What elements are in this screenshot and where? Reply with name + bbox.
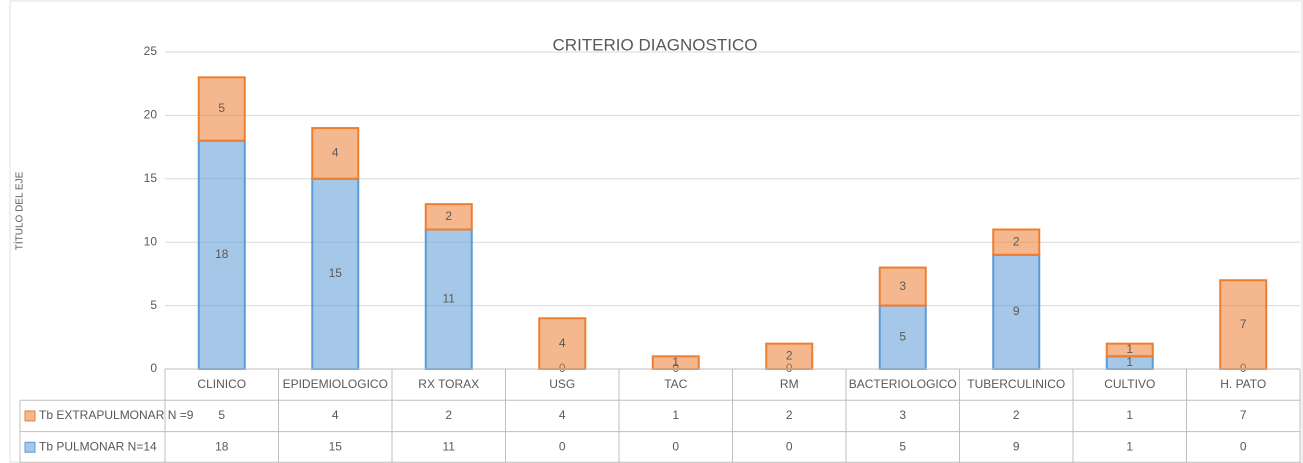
data-label: 15 (329, 266, 343, 280)
table-value: 2 (786, 408, 793, 422)
y-tick-label: 25 (144, 44, 158, 58)
bar-segment (1105, 342, 1154, 358)
data-label: 4 (332, 146, 339, 160)
table-value: 15 (329, 439, 343, 453)
table-value: 18 (215, 439, 229, 453)
bar-segment (197, 76, 246, 142)
legend-swatch (24, 441, 36, 453)
data-label: 1 (1126, 342, 1133, 356)
table-value: 2 (445, 408, 452, 422)
bar-segment (311, 127, 360, 180)
table-value: 0 (672, 439, 679, 453)
bar-segment (424, 203, 473, 231)
table-value: 5 (899, 439, 906, 453)
table-value: 4 (559, 408, 566, 422)
x-tick-label: EPIDEMIOLOGICO (283, 377, 388, 391)
x-tick-label: TAC (664, 377, 687, 391)
data-label: 2 (445, 209, 452, 223)
table-value: 11 (443, 439, 456, 453)
y-tick-label: 15 (144, 171, 158, 185)
legend-label: Tb PULMONAR N=14 (39, 439, 157, 453)
data-label: 3 (899, 279, 906, 293)
bar-segment (1219, 279, 1268, 370)
legend-swatch (24, 410, 36, 422)
y-tick-label: 10 (144, 234, 158, 248)
x-tick-label: USG (549, 377, 575, 391)
table-value: 2 (1013, 408, 1020, 422)
table-value: 4 (332, 408, 339, 422)
chart-frame (9, 0, 1303, 463)
y-tick-label: 5 (150, 298, 157, 312)
data-label: 2 (786, 348, 793, 362)
y-tick-label: 0 (150, 361, 157, 375)
data-label: 4 (559, 336, 566, 350)
table-value: 1 (672, 408, 679, 422)
table-value: 1 (1126, 408, 1133, 422)
x-tick-label: RM (780, 377, 799, 391)
x-tick-label: RX TORAX (418, 377, 479, 391)
data-label: 1 (1126, 355, 1133, 369)
data-label: 2 (1013, 234, 1020, 248)
data-label: 18 (215, 247, 229, 261)
bar-segment (992, 228, 1041, 256)
data-label: 9 (1013, 304, 1020, 318)
y-tick-label: 20 (144, 108, 158, 122)
table-value: 9 (1013, 439, 1020, 453)
bar-segment (878, 304, 927, 371)
legend-label: Tb EXTRAPULMONAR N =9 (39, 408, 194, 422)
table-value: 0 (559, 439, 566, 453)
table-value: 3 (899, 408, 906, 422)
y-axis-title: TÍTULO DEL EJE (13, 171, 26, 250)
x-tick-label: H. PATO (1220, 377, 1266, 391)
data-label: 5 (218, 101, 225, 115)
x-tick-label: CULTIVO (1104, 377, 1155, 391)
data-label: 1 (672, 355, 679, 369)
x-tick-label: TUBERCULINICO (967, 377, 1065, 391)
bar-segment (538, 317, 587, 370)
bar-segment (878, 266, 927, 307)
table-value: 0 (1240, 439, 1247, 453)
data-label: 11 (443, 291, 456, 305)
table-value: 5 (218, 408, 225, 422)
x-tick-label: BACTERIOLOGICO (849, 377, 957, 391)
table-value: 1 (1126, 439, 1133, 453)
data-label: 7 (1240, 317, 1247, 331)
table-value: 0 (786, 439, 793, 453)
x-tick-label: CLINICO (197, 377, 246, 391)
table-value: 7 (1240, 408, 1247, 422)
data-label: 5 (899, 329, 906, 343)
chart-title: CRITERIO DIAGNOSTICO (553, 35, 758, 54)
